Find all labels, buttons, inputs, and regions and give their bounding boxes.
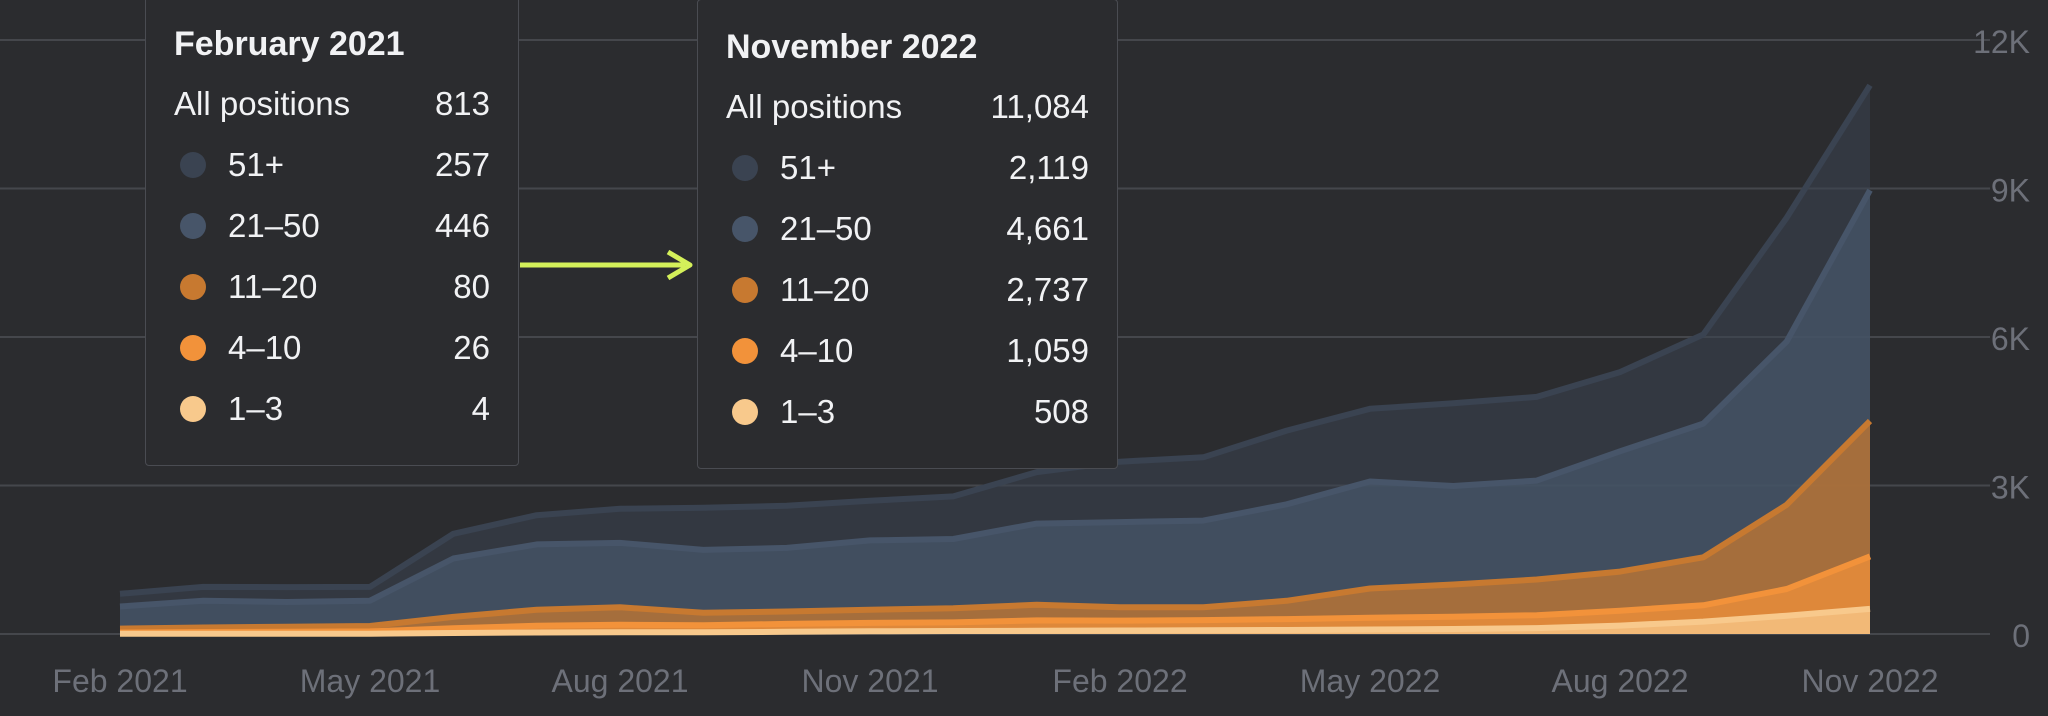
tooltip-row-label: 4–10 — [780, 332, 854, 369]
legend-dot-icon — [180, 274, 206, 300]
tooltip-row-11-20: 11–20 2,737 — [726, 269, 1089, 309]
x-tick-label: May 2022 — [1300, 663, 1441, 699]
series-line-1–3 — [119, 605, 1871, 637]
tooltip-total-label: All positions — [726, 88, 903, 125]
x-tick-label: Aug 2022 — [1551, 663, 1688, 699]
tooltip-total-row: All positions 11,084 — [726, 86, 1089, 126]
x-tick-label: Feb 2022 — [1052, 663, 1187, 699]
tooltip-row-1-3: 1–3 508 — [726, 391, 1089, 431]
tooltip-title: November 2022 — [726, 28, 978, 66]
tooltip-row-label: 21–50 — [228, 207, 320, 244]
tooltip-total-value: 813 — [434, 85, 490, 122]
tooltip-row-11-20: 11–20 80 — [174, 266, 490, 306]
x-tick-label: Nov 2021 — [802, 663, 939, 699]
x-tick-label: May 2021 — [300, 663, 441, 699]
x-tick-label: Aug 2021 — [551, 663, 688, 699]
series-line-4–10 — [119, 553, 1872, 636]
tooltip-row-label: 1–3 — [780, 393, 836, 430]
tooltip-title: February 2021 — [174, 25, 405, 63]
tooltip-row-value: 508 — [1033, 393, 1089, 430]
y-tick-label: 9K — [1991, 173, 2030, 209]
tooltip-row-label: 1–3 — [228, 390, 284, 427]
series-line-11–20 — [119, 418, 1873, 632]
tooltip-row-value: 446 — [434, 207, 490, 244]
tooltip-row-value: 4,661 — [1006, 210, 1089, 247]
tooltip-total-value: 11,084 — [990, 88, 1089, 125]
tooltip-row-21-50: 21–50 4,661 — [726, 208, 1089, 248]
series-area-1–3 — [120, 608, 1870, 634]
tooltip-row-value: 80 — [453, 268, 490, 305]
tooltip-row-value: 1,059 — [1006, 332, 1089, 369]
series-area-21–50 — [120, 190, 1870, 634]
tooltip-row-value: 26 — [453, 329, 490, 366]
tooltip-row-label: 11–20 — [228, 268, 318, 305]
series-line-51+ — [119, 83, 1873, 597]
tooltip-row-4-10: 4–10 1,059 — [726, 330, 1089, 370]
series-line-21–50 — [119, 188, 1873, 610]
tooltip-row-51plus: 51+ 257 — [174, 144, 490, 184]
tooltip-row-value: 2,119 — [1008, 149, 1089, 186]
x-tick-label: Feb 2021 — [52, 663, 187, 699]
tooltip-row-4-10: 4–10 26 — [174, 327, 490, 367]
tooltip-total-row: All positions 813 — [174, 83, 490, 123]
legend-dot-icon — [732, 399, 758, 425]
legend-dot-icon — [180, 152, 206, 178]
x-tick-label: Nov 2022 — [1802, 663, 1939, 699]
tooltip-row-value: 2,737 — [1006, 271, 1089, 308]
y-tick-label: 6K — [1991, 321, 2030, 357]
tooltip-row-label: 11–20 — [780, 271, 870, 308]
tooltip-row-51plus: 51+ 2,119 — [726, 147, 1089, 187]
legend-dot-icon — [180, 213, 206, 239]
legend-dot-icon — [732, 155, 758, 181]
legend-dot-icon — [732, 338, 758, 364]
arrow-head-icon — [666, 249, 693, 281]
tooltip-row-label: 21–50 — [780, 210, 872, 247]
tooltip-row-label: 51+ — [228, 146, 284, 183]
legend-dot-icon — [732, 216, 758, 242]
tooltip-row-label: 51+ — [780, 149, 836, 186]
tooltip-february-2021: February 2021 All positions 813 51+ 257 … — [145, 0, 519, 466]
y-tick-label: 0 — [2012, 618, 2030, 654]
y-tick-label: 12K — [1973, 24, 2030, 60]
tooltip-november-2022: November 2022 All positions 11,084 51+ 2… — [697, 0, 1118, 469]
tooltip-row-1-3: 1–3 4 — [174, 388, 490, 428]
legend-dot-icon — [732, 277, 758, 303]
tooltip-row-value: 257 — [434, 146, 490, 183]
legend-dot-icon — [180, 335, 206, 361]
tooltip-row-21-50: 21–50 446 — [174, 205, 490, 245]
legend-dot-icon — [180, 396, 206, 422]
tooltip-row-value: 4 — [471, 390, 490, 427]
tooltip-total-label: All positions — [174, 85, 351, 122]
tooltip-row-label: 4–10 — [228, 329, 302, 366]
y-tick-label: 3K — [1991, 470, 2030, 506]
